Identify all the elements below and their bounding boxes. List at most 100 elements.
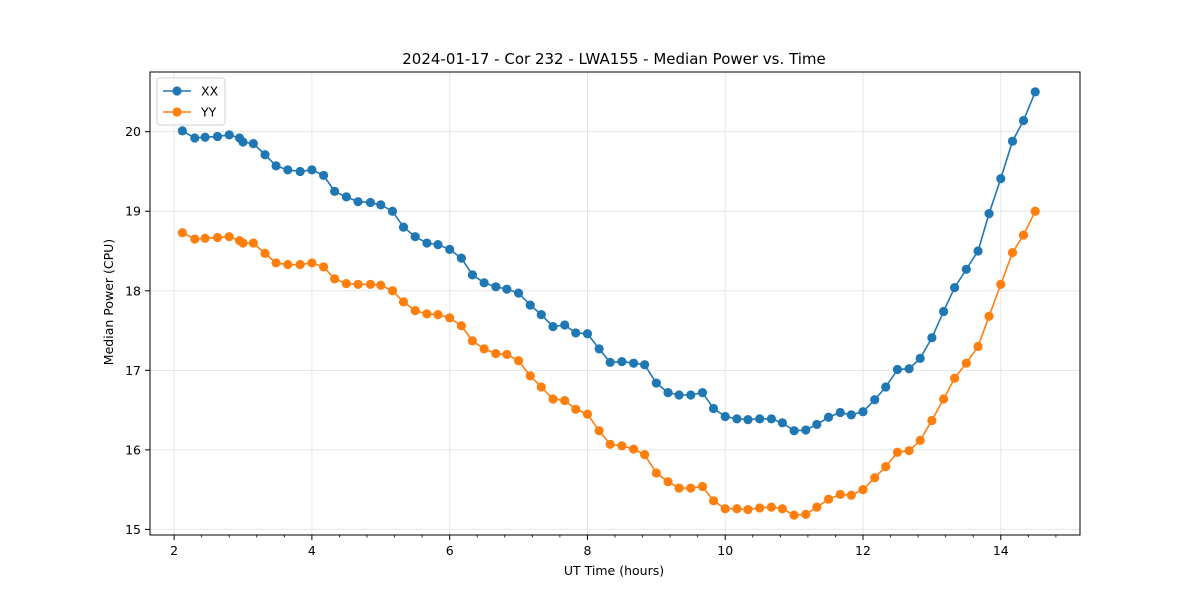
data-point-xx (365, 197, 376, 208)
data-point-yy (996, 279, 1006, 290)
y-tick-label: 15 (125, 522, 141, 537)
data-point-yy (766, 502, 776, 512)
data-point-xx (445, 244, 455, 255)
data-point-yy (422, 309, 432, 319)
data-point-yy (629, 444, 639, 454)
data-point-yy (295, 259, 305, 270)
data-point-yy (319, 262, 329, 272)
data-point-xx (939, 306, 949, 317)
data-point-xx (950, 282, 960, 293)
data-point-xx (846, 410, 856, 420)
data-point-yy (1018, 230, 1029, 240)
legend-marker (172, 107, 182, 117)
data-point-yy (708, 496, 719, 506)
data-point-yy (973, 341, 983, 352)
data-point-yy (939, 394, 949, 404)
data-point-yy (548, 394, 558, 404)
axes: 2 4 6 8 10 12 14 15 16 17 18 19 20 (125, 124, 1057, 558)
data-point-xx (200, 132, 210, 142)
data-point-xx (732, 414, 742, 424)
data-point-yy (743, 504, 753, 515)
data-point-xx (260, 150, 270, 160)
data-point-yy (433, 310, 443, 320)
data-point-xx (330, 186, 340, 196)
data-point-yy (467, 336, 477, 346)
data-point-yy (271, 258, 281, 268)
legend-label: YY (200, 105, 217, 120)
x-tick-label: 2 (170, 543, 178, 558)
data-point-yy (536, 382, 546, 392)
chart-title: 2024-01-17 - Cor 232 - LWA155 - Median P… (402, 50, 826, 68)
data-point-yy (984, 311, 994, 321)
data-point-xx (536, 310, 546, 320)
data-point-yy (513, 356, 524, 366)
data-point-xx (479, 278, 489, 288)
data-point-xx (594, 344, 604, 354)
data-point-xx (398, 222, 409, 232)
data-point-xx (789, 426, 799, 436)
data-point-xx (904, 364, 914, 374)
data-point-xx (319, 170, 329, 181)
data-point-yy (858, 485, 868, 495)
x-tick-label: 6 (446, 543, 454, 558)
y-tick-label: 20 (125, 124, 141, 139)
data-point-xx (560, 320, 570, 330)
data-point-yy (248, 238, 258, 248)
data-point-yy (260, 248, 270, 258)
data-point-xx (376, 200, 386, 210)
data-point-yy (915, 435, 925, 445)
data-point-xx (283, 165, 293, 175)
data-point-xx (973, 246, 983, 256)
data-point-xx (743, 415, 753, 425)
data-point-yy (398, 297, 409, 307)
data-point-xx (617, 356, 627, 367)
data-point-xx (720, 411, 730, 422)
data-point-xx (433, 240, 443, 250)
data-point-yy (1007, 247, 1018, 258)
data-point-yy (594, 426, 604, 436)
data-point-xx (605, 357, 615, 367)
y-tick-label: 17 (125, 363, 141, 378)
x-tick-label: 10 (717, 543, 733, 558)
y-tick-label: 19 (125, 204, 141, 219)
data-point-xx (915, 353, 925, 363)
data-point-yy (502, 349, 512, 360)
data-point-xx (491, 282, 501, 292)
data-point-xx (858, 407, 868, 417)
data-point-xx (190, 133, 200, 143)
data-point-yy (812, 502, 822, 512)
data-point-xx (295, 166, 305, 177)
data-point-yy (571, 404, 581, 414)
x-axis-label: UT Time (hours) (564, 563, 664, 578)
legend-item-yy: YY (163, 105, 217, 120)
plot-frame (149, 71, 1081, 536)
data-point-yy (387, 286, 398, 296)
series-line-yy (182, 210, 1036, 516)
data-point-yy (491, 349, 501, 359)
data-point-yy (835, 489, 845, 500)
y-tick-label: 16 (125, 442, 141, 457)
data-point-xx (456, 253, 466, 263)
data-point-yy (961, 358, 971, 368)
x-tick-label: 12 (855, 543, 871, 558)
data-point-xx (1030, 87, 1040, 97)
data-point-yy (376, 280, 386, 290)
data-point-yy (1030, 206, 1040, 216)
data-point-xx (177, 126, 187, 136)
data-point-yy (801, 509, 811, 519)
legend-marker (172, 86, 182, 96)
legend-item-xx: XX (163, 84, 219, 99)
data-point-yy (365, 279, 376, 290)
data-point-xx (881, 382, 891, 392)
data-point-yy (870, 473, 880, 483)
x-tick-label: 8 (583, 543, 591, 558)
data-point-yy (881, 461, 891, 472)
data-point-xx (835, 407, 845, 418)
data-point-xx (238, 137, 248, 147)
data-point-yy (341, 279, 351, 289)
data-point-xx (467, 270, 477, 280)
data-point-yy (789, 510, 799, 520)
data-point-xx (927, 333, 937, 343)
data-point-xx (640, 360, 650, 370)
